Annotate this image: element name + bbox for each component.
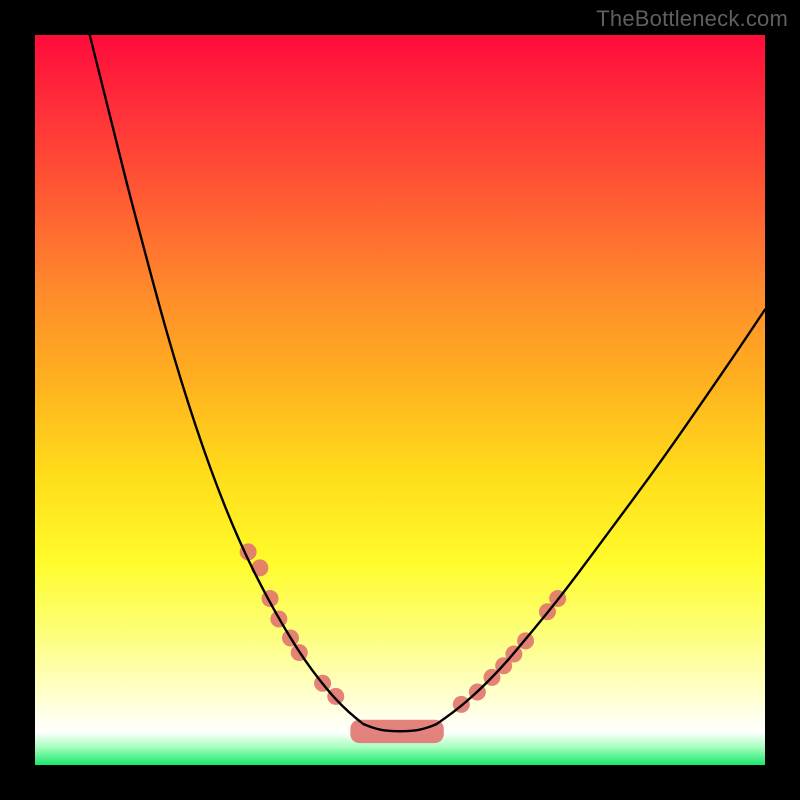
plot-area (35, 35, 765, 765)
watermark-text: TheBottleneck.com (596, 6, 788, 32)
marker-group (240, 543, 567, 743)
curve-right (437, 309, 766, 724)
curve-left (90, 35, 364, 724)
curve-layer (35, 35, 765, 765)
data-marker (327, 688, 344, 705)
